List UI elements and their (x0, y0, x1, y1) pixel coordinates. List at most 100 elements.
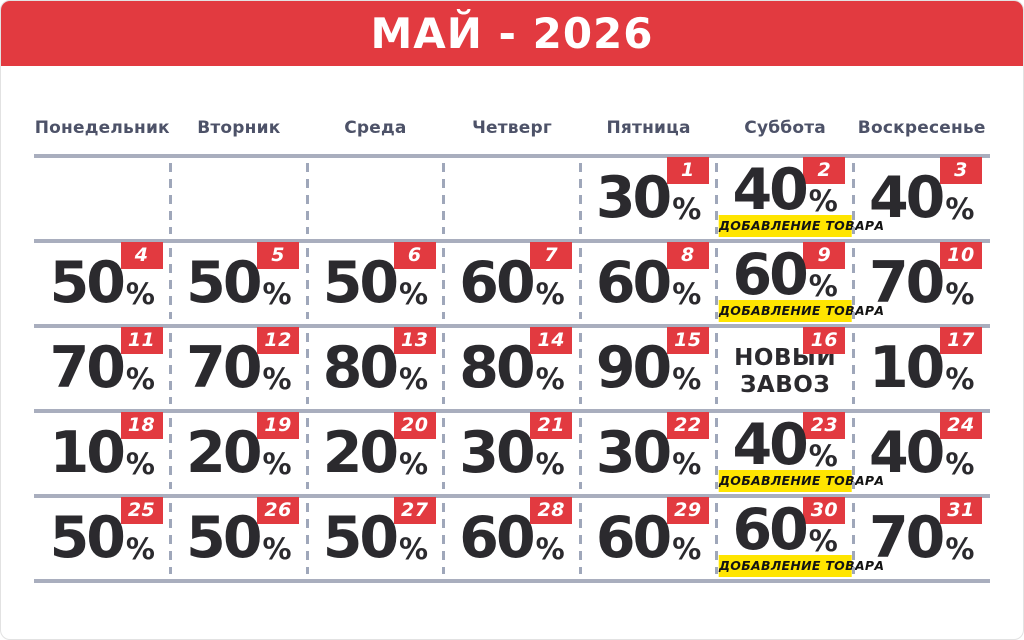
day-number-badge: 15 (666, 327, 709, 354)
discount-number: 60 (595, 505, 672, 572)
discount-number: 80 (322, 335, 399, 402)
percent-sign: % (125, 531, 155, 566)
day-number-badge: 11 (120, 327, 163, 354)
day-number-badge: 17 (939, 327, 982, 354)
percent-sign: % (672, 191, 702, 226)
weekday-label-monday: Понедельник (34, 118, 170, 138)
percent-sign: % (672, 361, 702, 396)
day-cell: 25 50% (34, 497, 171, 583)
discount-number: 50 (186, 250, 262, 317)
new-arrival-note-line: ЗАВОЗ (740, 371, 831, 398)
day-cell: 6 50% (305, 242, 444, 328)
discount-value: 10% (49, 420, 155, 487)
day-number-badge: 14 (530, 327, 573, 354)
weekday-label-friday: Пятница (606, 118, 691, 138)
day-number-badge: 23 (803, 412, 846, 439)
discount-number: 10 (49, 420, 126, 487)
discount-number: 70 (49, 335, 126, 402)
weekday-header-row: Понедельник Вторник Среда Четверг Пятниц… (34, 116, 990, 140)
discount-number: 40 (869, 165, 945, 232)
day-cell: 16 НОВЫЙ ЗАВОЗ (715, 327, 854, 413)
discount-number: 70 (186, 335, 262, 402)
discount-number: 10 (869, 335, 945, 402)
percent-sign: % (945, 191, 975, 226)
percent-sign: % (808, 183, 838, 218)
day-cell: 30 60% ДОБАВЛЕНИЕ ТОВАРА (715, 497, 884, 583)
weekday-label-thursday: Четверг (472, 118, 552, 138)
day-cell: 20 20% (305, 412, 444, 498)
discount-value: 70% (49, 335, 155, 402)
day-number-badge: 20 (393, 412, 436, 439)
discount-number: 70 (869, 250, 945, 317)
day-cell: 27 50% (305, 497, 444, 583)
percent-sign: % (262, 446, 292, 481)
discount-number: 40 (732, 157, 808, 224)
day-number-badge: 21 (530, 412, 573, 439)
percent-sign: % (262, 531, 292, 566)
day-cell: 9 60% ДОБАВЛЕНИЕ ТОВАРА (715, 242, 884, 328)
discount-number: 60 (732, 497, 808, 564)
discount-number: 40 (869, 420, 945, 487)
discount-value: 20% (186, 420, 292, 487)
day-number-badge: 6 (393, 242, 436, 269)
restock-label: ДОБАВЛЕНИЕ ТОВАРА (718, 555, 884, 577)
percent-sign: % (535, 276, 565, 311)
discount-value: 60% (732, 497, 837, 564)
discount-value: 60% (595, 505, 701, 572)
day-cell: 28 60% (442, 497, 581, 583)
discount-number: 30 (459, 420, 535, 487)
discount-value: 60% (732, 242, 837, 309)
day-number-badge: 31 (939, 497, 982, 524)
day-number-badge: 7 (530, 242, 573, 269)
discount-number: 30 (595, 165, 672, 232)
day-cell: 14 80% (442, 327, 581, 413)
discount-number: 60 (732, 242, 808, 309)
discount-value: 50% (50, 510, 155, 567)
discount-value: 60% (459, 255, 565, 312)
discount-value: 10% (869, 335, 974, 402)
day-number-badge: 5 (257, 242, 300, 269)
day-cell: 4 50% (34, 242, 171, 328)
percent-sign: % (399, 361, 429, 396)
percent-sign: % (945, 446, 975, 481)
discount-value: 30% (596, 425, 702, 482)
discount-value: 40% (732, 157, 838, 224)
percent-sign: % (535, 531, 565, 566)
day-number-badge: 3 (939, 157, 982, 184)
day-cell: 24 40% (851, 412, 990, 498)
discount-value: 80% (459, 340, 564, 397)
empty-day-cell (442, 158, 581, 243)
restock-label: ДОБАВЛЕНИЕ ТОВАРА (718, 470, 884, 492)
weekday-label-wednesday: Среда (344, 118, 407, 138)
day-cell: 31 70% (851, 497, 990, 583)
percent-sign: % (262, 276, 292, 311)
discount-number: 50 (186, 505, 262, 572)
day-cell: 29 60% (578, 497, 717, 583)
day-number-badge: 16 (803, 327, 846, 354)
discount-number: 20 (186, 420, 262, 487)
day-cell: 21 30% (442, 412, 581, 498)
new-arrival-note: НОВЫЙ ЗАВОЗ (734, 345, 836, 398)
day-cell: 8 60% (578, 242, 717, 328)
day-number-badge: 25 (120, 497, 163, 524)
percent-sign: % (262, 361, 292, 396)
day-number-badge: 24 (939, 412, 982, 439)
day-cell: 7 60% (442, 242, 581, 328)
discount-value: 40% (869, 165, 975, 232)
day-cell: 26 50% (169, 497, 308, 583)
day-cell: 1 30% (578, 157, 717, 243)
percent-sign: % (945, 531, 975, 566)
day-number-badge: 22 (666, 412, 709, 439)
percent-sign: % (125, 276, 155, 311)
day-cell: 18 10% (34, 412, 171, 498)
discount-value: 50% (323, 255, 428, 312)
percent-sign: % (125, 446, 155, 481)
day-number-badge: 9 (803, 242, 846, 269)
day-number-badge: 2 (803, 157, 846, 184)
empty-day-cell (169, 158, 308, 243)
discount-value: 80% (322, 335, 429, 402)
percent-sign: % (672, 446, 702, 481)
discount-number: 60 (595, 250, 672, 317)
day-cell: 3 40% (851, 157, 990, 243)
